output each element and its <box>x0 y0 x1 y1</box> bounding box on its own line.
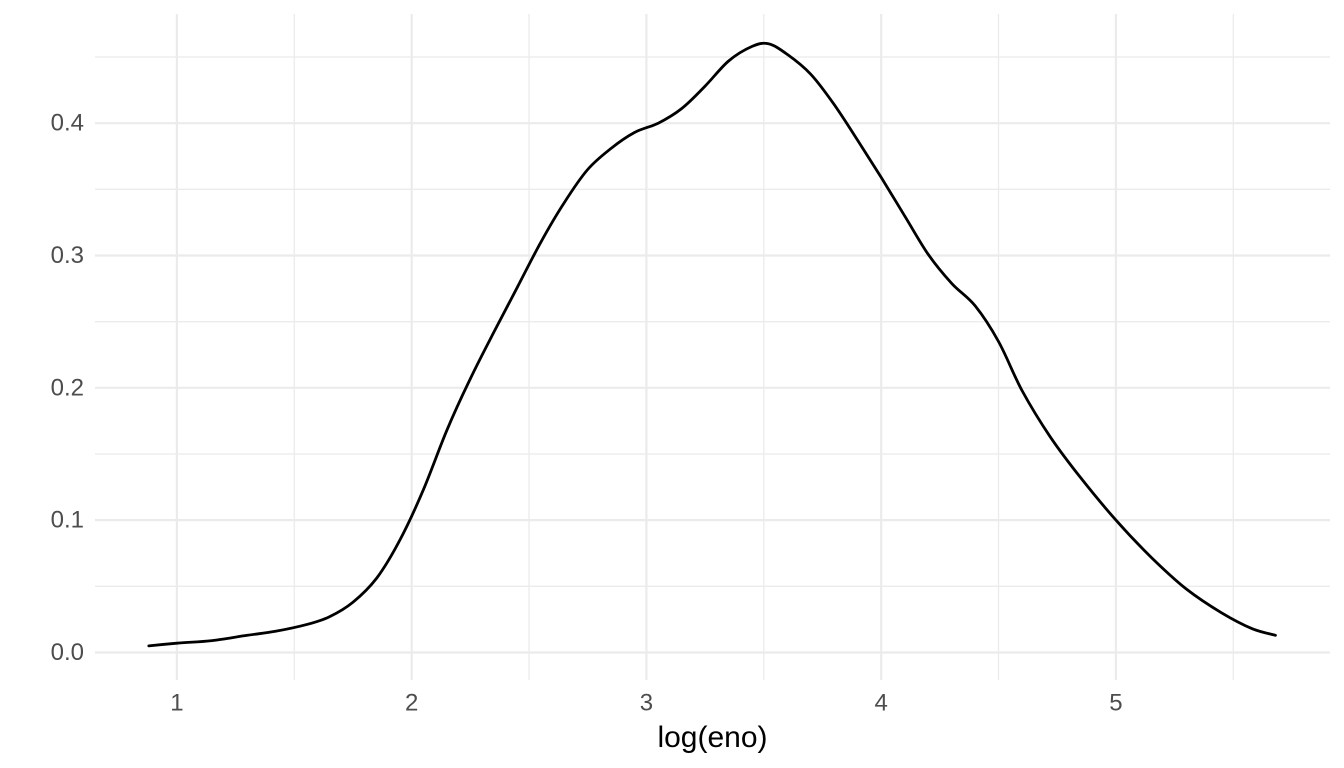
x-tick-label: 1 <box>170 690 183 717</box>
y-tick-label: 0.4 <box>51 110 84 137</box>
x-tick-label: 3 <box>640 690 653 717</box>
x-tick-label: 5 <box>1109 690 1122 717</box>
y-tick-label: 0.3 <box>51 242 84 269</box>
y-tick-label: 0.2 <box>51 374 84 401</box>
density-curve <box>147 41 1277 648</box>
x-tick-label: 2 <box>405 690 418 717</box>
y-tick-label: 0.1 <box>51 507 84 534</box>
x-axis-title: log(eno) <box>657 721 768 754</box>
x-tick-label: 4 <box>875 690 888 717</box>
y-tick-label: 0.0 <box>51 639 84 666</box>
